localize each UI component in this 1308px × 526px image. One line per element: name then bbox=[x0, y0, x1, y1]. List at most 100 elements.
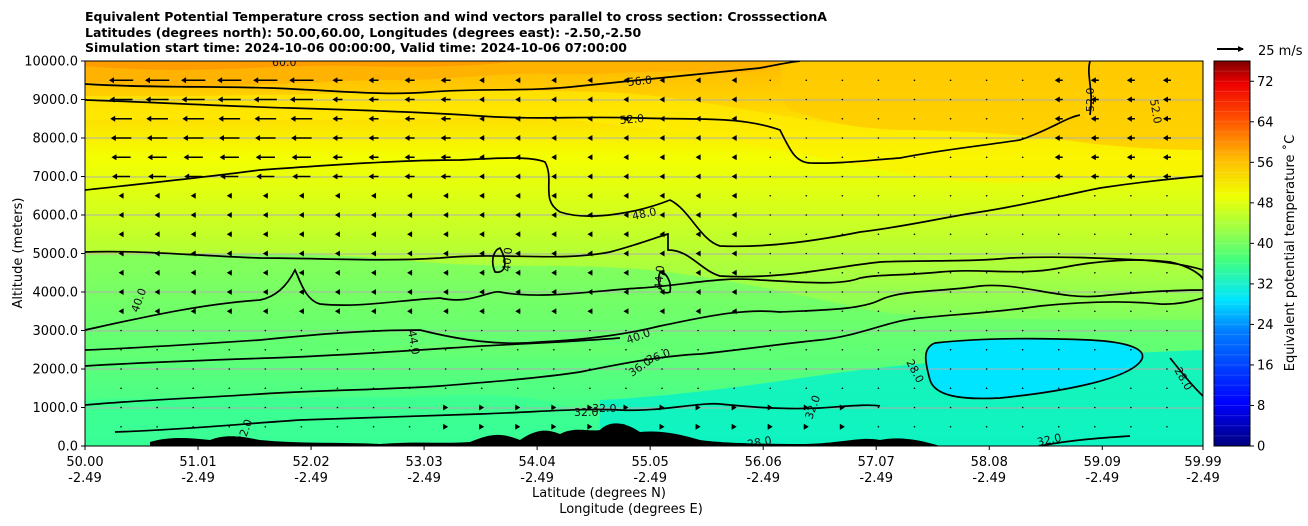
wind-vector bbox=[479, 289, 485, 295]
wind-vector bbox=[877, 214, 880, 216]
wind-vector bbox=[1094, 214, 1096, 216]
wind-vector bbox=[769, 387, 772, 390]
wind-vector bbox=[408, 368, 411, 370]
wind-vector bbox=[841, 291, 844, 293]
wind-vector bbox=[371, 269, 377, 276]
wind-vector bbox=[228, 425, 231, 428]
wind-vector bbox=[949, 137, 952, 139]
wind-vector bbox=[192, 329, 194, 332]
wind-vector bbox=[769, 310, 772, 313]
x-tick-label-lon: -2.49 bbox=[520, 471, 554, 486]
wind-vector bbox=[731, 212, 737, 218]
wind-vector bbox=[1021, 117, 1024, 120]
wind-vector bbox=[1130, 252, 1132, 255]
wind-vector bbox=[480, 368, 483, 370]
wind-vector bbox=[731, 423, 737, 430]
wind-vector bbox=[913, 98, 916, 101]
wind-vector bbox=[156, 406, 158, 409]
wind-vector bbox=[695, 96, 701, 103]
wind-vector bbox=[587, 115, 593, 122]
wind-vector bbox=[659, 404, 665, 411]
x-tick-label-lon: -2.49 bbox=[68, 471, 102, 486]
wind-vector bbox=[551, 173, 557, 180]
wind-vector bbox=[372, 425, 375, 428]
wind-vector bbox=[253, 96, 277, 103]
wind-vector bbox=[731, 231, 737, 238]
wind-vector bbox=[226, 289, 232, 295]
wind-vector bbox=[841, 156, 844, 159]
y-tick-label: 7000.0 bbox=[33, 170, 79, 185]
wind-vector bbox=[913, 79, 916, 82]
contour-label: 44.0 bbox=[652, 265, 667, 291]
wind-vector bbox=[551, 250, 557, 257]
wind-vector bbox=[877, 156, 880, 159]
wind-vector bbox=[805, 214, 808, 216]
wind-vector bbox=[336, 368, 339, 370]
wind-vector bbox=[262, 192, 268, 199]
wind-vector bbox=[332, 96, 343, 103]
wind-vector bbox=[109, 96, 133, 103]
terrain bbox=[150, 423, 940, 446]
wind-vector bbox=[154, 231, 160, 238]
wind-vector bbox=[695, 212, 701, 218]
wind-vector bbox=[949, 387, 952, 390]
wind-vector bbox=[661, 329, 663, 332]
wind-vector bbox=[262, 269, 268, 276]
wind-vector bbox=[877, 310, 880, 313]
wind-vector bbox=[985, 117, 988, 120]
wind-vector bbox=[913, 368, 916, 370]
wind-vector bbox=[985, 387, 988, 390]
wind-vector bbox=[587, 289, 593, 295]
wind-vector bbox=[440, 77, 451, 84]
wind-vector bbox=[877, 117, 880, 120]
wind-vector bbox=[913, 233, 916, 236]
wind-vector bbox=[443, 269, 449, 276]
wind-vector bbox=[408, 387, 411, 390]
y-axis-title: Altitude (meters) bbox=[11, 198, 26, 309]
wind-vector bbox=[841, 98, 844, 101]
wind-vector bbox=[1057, 348, 1060, 351]
wind-vector bbox=[1057, 233, 1060, 236]
wind-vector bbox=[553, 348, 555, 351]
wind-vector bbox=[551, 269, 557, 276]
contour-label: 32.0 bbox=[1036, 431, 1063, 449]
wind-vector bbox=[551, 96, 557, 103]
wind-vector bbox=[1057, 291, 1060, 293]
wind-vector bbox=[733, 368, 735, 370]
wind-vector bbox=[154, 212, 160, 218]
wind-vector bbox=[226, 192, 232, 199]
wind-vector bbox=[695, 269, 701, 276]
wind-vector bbox=[156, 368, 158, 370]
wind-vector bbox=[587, 212, 593, 218]
y-tick-label: 9000.0 bbox=[33, 93, 79, 108]
wind-vector bbox=[190, 308, 196, 315]
wind-vector bbox=[877, 348, 880, 351]
wind-vector bbox=[731, 269, 737, 276]
wind-vector bbox=[659, 135, 665, 141]
x-tick-label-lat: 59.09 bbox=[1084, 455, 1121, 470]
wind-vector bbox=[553, 387, 555, 390]
wind-vector bbox=[336, 387, 339, 390]
wind-vector bbox=[623, 173, 629, 180]
upper-yellow-band bbox=[85, 91, 1203, 183]
wind-vector bbox=[913, 117, 916, 120]
wind-vector bbox=[479, 173, 485, 180]
wind-vector bbox=[659, 192, 665, 199]
wind-vector bbox=[659, 96, 665, 103]
x-tick-label-lat: 55.05 bbox=[632, 455, 669, 470]
wind-vector bbox=[368, 173, 379, 180]
colorbar-tick-label: 72 bbox=[1257, 75, 1274, 90]
wind-vector bbox=[156, 387, 158, 390]
wind-vector bbox=[661, 387, 663, 390]
wind-vector bbox=[841, 175, 844, 178]
wind-vector bbox=[949, 79, 952, 82]
wind-vector bbox=[949, 175, 952, 178]
wind-vector bbox=[262, 250, 268, 257]
wind-vector bbox=[334, 289, 340, 295]
wind-vector bbox=[371, 212, 377, 218]
wind-vector bbox=[145, 77, 170, 84]
wind-vector bbox=[443, 250, 449, 257]
wind-vector bbox=[985, 425, 988, 428]
wind-vector bbox=[298, 192, 304, 199]
colorbar-tick-label: 8 bbox=[1257, 399, 1265, 414]
